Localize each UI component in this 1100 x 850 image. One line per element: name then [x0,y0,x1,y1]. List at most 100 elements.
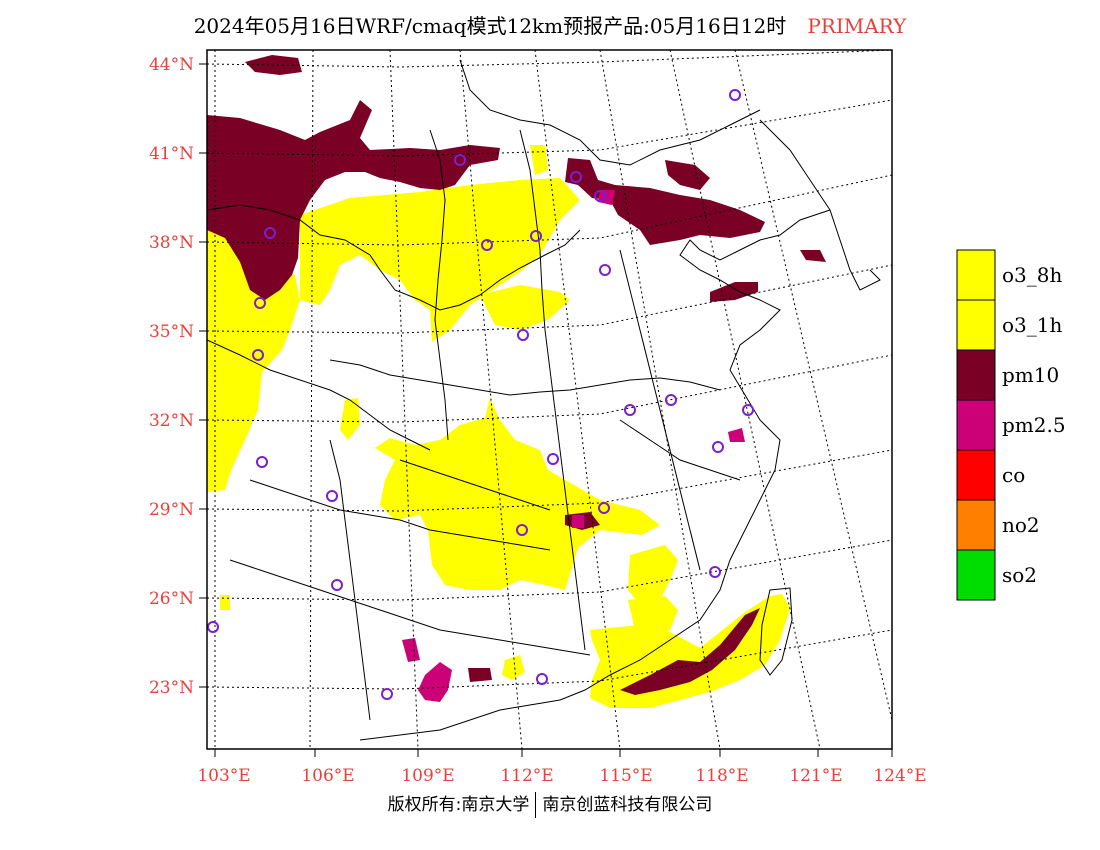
map-frame [206,49,893,750]
pm25-region-layer [402,190,745,702]
grid-lat-38 [207,174,892,246]
o3-region-west [207,228,300,492]
lat-label: 38°N [149,233,194,253]
longitude-labels: 103°E 106°E 109°E 112°E 115°E 118°E 121°… [197,766,926,786]
station-marker [517,329,529,341]
pm10-region-shandong [710,282,758,302]
legend-swatch-co [956,449,996,501]
o3-region-guangdong [628,596,678,640]
legend-label-co: co [1002,463,1025,487]
station-marker [624,404,636,416]
legend-label-so2: so2 [1002,563,1037,587]
grid-lat-44 [207,50,892,68]
lat-label: 23°N [149,678,194,698]
graticule-layer [207,50,892,749]
legend: o3_8h o3_1h pm10 pm2.5 co no2 so2 [956,249,1066,601]
grid-lon-118 [599,50,721,749]
station-marker [207,621,219,633]
pm10-region-northwest [207,100,500,300]
province-border-12 [399,459,551,511]
lon-label: 124°E [873,766,926,786]
tick-layer [199,63,893,757]
pm10-region-beijing [565,158,765,245]
station-marker [530,230,542,242]
primary-tag: PRIMARY [807,14,907,38]
province-border-11 [619,419,741,481]
coastline [359,119,881,741]
pm10-region-hebei-east [665,160,710,190]
lat-label: 44°N [149,55,194,75]
o3-region-shanxi [480,285,570,330]
o3-region-jiangxi [628,545,678,605]
lat-label: 29°N [149,500,194,520]
station-marker [599,264,611,276]
grid-lon-106 [309,50,314,749]
grid-lon-112 [459,50,523,749]
lat-label: 26°N [149,589,194,609]
grid-lat-32 [207,354,892,423]
title-bar: 2024年05月16日WRF/cmaq模式12km预报产品:05月16日12时 … [0,10,1100,42]
grid-lat-41 [207,99,892,157]
station-marker [254,297,266,309]
map-title: 2024年05月16日WRF/cmaq模式12km预报产品:05月16日12时 [193,14,787,38]
legend-swatch-so2 [956,549,996,601]
station-marker [264,227,276,239]
grid-lat-26 [207,539,892,601]
province-border-2 [329,359,721,396]
lon-label: 121°E [789,766,842,786]
station-marker [665,394,677,406]
lat-label: 41°N [149,144,194,164]
lat-label: 32°N [149,411,194,431]
pm10-region-south-coast [620,608,760,695]
station-layer [207,89,754,700]
copyright-owner: 版权所有:南京大学 [387,795,530,815]
o3-region-south-coast [590,594,790,708]
pm25-region-hunan [572,515,584,528]
o3-region-central [375,398,660,590]
station-marker [742,404,754,416]
station-marker [594,190,606,202]
province-border-4 [249,479,551,551]
pm10-region-guangxi [468,668,492,682]
grid-lon-121 [669,50,821,749]
legend-label-pm25: pm2.5 [1002,413,1066,437]
taiwan-outline [759,587,793,676]
pm25-region-shanghai [728,428,745,442]
grid-lat-23 [207,629,892,690]
station-marker [481,239,493,251]
province-border-9 [329,439,371,721]
copyright-footer: 版权所有:南京大学 南京创蓝科技有限公司 [0,790,1100,818]
lon-label: 109°E [401,766,454,786]
legend-swatch-pm25 [956,399,996,451]
border-layer [207,59,881,741]
legend-swatch-o3-8h [956,249,996,301]
legend-swatch-o3-1h [956,299,996,351]
grid-lon-109 [389,50,419,749]
station-marker [712,441,724,453]
station-marker [331,579,343,591]
province-border-5 [229,559,591,656]
pm25-region-guangxi-small [402,638,420,662]
legend-swatch-pm10 [956,349,996,401]
legend-label-o3-1h: o3_1h [1002,313,1062,337]
province-border-3 [207,339,431,451]
station-marker [454,154,466,166]
station-marker [598,502,610,514]
province-border-7 [519,129,586,651]
province-border-1 [207,204,581,311]
station-marker [570,171,582,183]
latitude-labels: 44°N 41°N 38°N 35°N 32°N 29°N 26°N 23°N [149,55,194,698]
station-marker [256,456,268,468]
legend-label-no2: no2 [1002,513,1040,537]
station-marker [516,524,528,536]
station-marker [729,89,741,101]
lat-label: 35°N [149,322,194,342]
pm10-region-bohai [800,250,826,262]
legend-label-pm10: pm10 [1002,363,1059,387]
grid-lon-115 [534,50,621,749]
station-marker [252,349,264,361]
lon-label: 106°E [301,766,354,786]
station-marker [536,673,548,685]
station-marker [326,490,338,502]
